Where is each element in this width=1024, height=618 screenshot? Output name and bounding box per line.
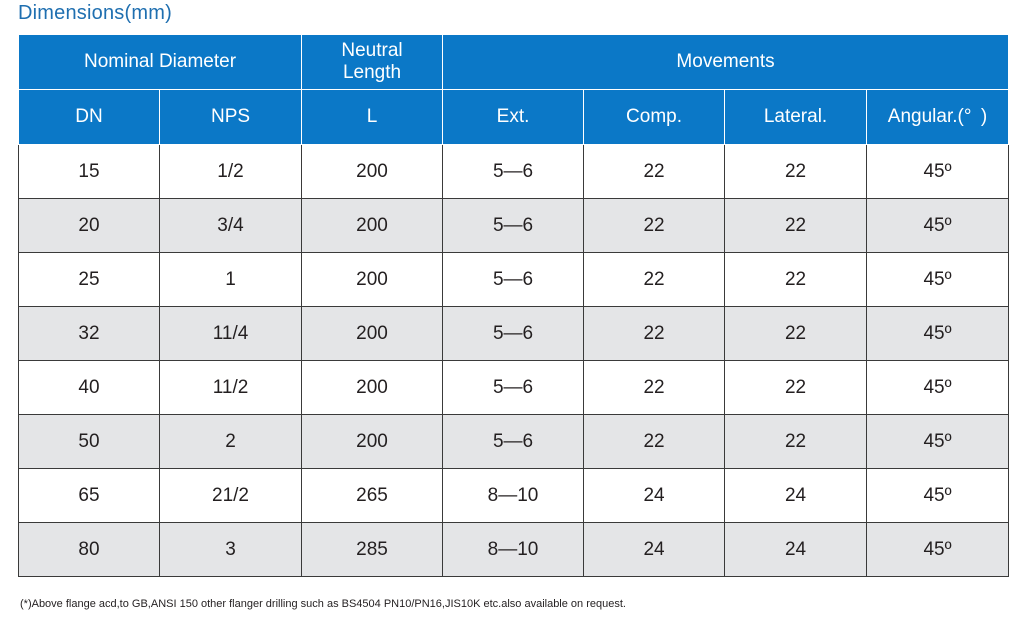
header-l: L — [301, 89, 444, 145]
cell-nps: 21/2 — [158, 468, 303, 523]
cell-angular: 45º — [866, 522, 1010, 577]
cell-dn: 80 — [18, 522, 160, 577]
cell-dn: 65 — [18, 468, 160, 523]
table-row: 65 21/2 265 8—10 24 24 45º — [18, 468, 1010, 523]
cell-l: 200 — [301, 414, 444, 469]
header-nominal-diameter: Nominal Diameter — [17, 34, 303, 90]
cell-comp: 24 — [583, 522, 726, 577]
cell-l: 200 — [301, 198, 444, 253]
table-row: 80 3 285 8—10 24 24 45º — [18, 522, 1010, 577]
table-row: 50 2 200 5—6 22 22 45º — [18, 414, 1010, 469]
cell-nps: 11/2 — [158, 360, 303, 415]
cell-ext: 5—6 — [442, 360, 585, 415]
cell-ext: 8—10 — [442, 468, 585, 523]
cell-ext: 5—6 — [442, 414, 585, 469]
table-row: 15 1/2 200 5—6 22 22 45º — [18, 144, 1010, 199]
cell-angular: 45º — [866, 198, 1010, 253]
cell-comp: 22 — [583, 360, 726, 415]
cell-comp: 22 — [583, 252, 726, 307]
dimensions-table: Nominal Diameter Neutral Length Movement… — [17, 34, 1010, 577]
cell-lateral: 22 — [724, 144, 868, 199]
table-row: 25 1 200 5—6 22 22 45º — [18, 252, 1010, 307]
cell-ext: 5—6 — [442, 198, 585, 253]
header-neutral-length-line2: Length — [342, 62, 402, 83]
cell-angular: 45º — [866, 144, 1010, 199]
header-row-bottom: DN NPS L Ext. Comp. Lateral. Angular.(° … — [18, 89, 1010, 145]
cell-dn: 25 — [18, 252, 160, 307]
cell-angular: 45º — [866, 252, 1010, 307]
cell-l: 200 — [301, 360, 444, 415]
cell-lateral: 24 — [724, 522, 868, 577]
header-comp: Comp. — [583, 89, 726, 145]
header-nps: NPS — [158, 89, 303, 145]
cell-comp: 22 — [583, 198, 726, 253]
cell-angular: 45º — [866, 360, 1010, 415]
header-neutral-length: Neutral Length — [301, 34, 444, 90]
cell-l: 200 — [301, 306, 444, 361]
cell-l: 285 — [301, 522, 444, 577]
cell-lateral: 22 — [724, 414, 868, 469]
cell-comp: 24 — [583, 468, 726, 523]
cell-nps: 2 — [158, 414, 303, 469]
footnote: (*)Above flange acd,to GB,ANSI 150 other… — [20, 598, 626, 610]
cell-ext: 8—10 — [442, 522, 585, 577]
cell-comp: 22 — [583, 144, 726, 199]
cell-angular: 45º — [866, 468, 1010, 523]
cell-comp: 22 — [583, 306, 726, 361]
table-row: 32 11/4 200 5—6 22 22 45º — [18, 306, 1010, 361]
table-row: 20 3/4 200 5—6 22 22 45º — [18, 198, 1010, 253]
cell-dn: 40 — [18, 360, 160, 415]
header-row-top: Nominal Diameter Neutral Length Movement… — [17, 34, 1010, 90]
cell-ext: 5—6 — [442, 306, 585, 361]
cell-angular: 45º — [866, 306, 1010, 361]
cell-dn: 32 — [18, 306, 160, 361]
header-angular: Angular.(° ) — [866, 89, 1010, 145]
cell-lateral: 24 — [724, 468, 868, 523]
cell-nps: 3 — [158, 522, 303, 577]
cell-lateral: 22 — [724, 360, 868, 415]
table-row: 40 11/2 200 5—6 22 22 45º — [18, 360, 1010, 415]
cell-nps: 1 — [158, 252, 303, 307]
cell-l: 200 — [301, 144, 444, 199]
cell-nps: 11/4 — [158, 306, 303, 361]
cell-angular: 45º — [866, 414, 1010, 469]
header-movements: Movements — [442, 34, 1010, 90]
header-neutral-length-line1: Neutral — [341, 40, 403, 61]
cell-ext: 5—6 — [442, 252, 585, 307]
header-ext: Ext. — [442, 89, 585, 145]
page-title: Dimensions(mm) — [18, 2, 172, 24]
cell-ext: 5—6 — [442, 144, 585, 199]
header-lateral: Lateral. — [724, 89, 868, 145]
cell-nps: 1/2 — [158, 144, 303, 199]
cell-dn: 15 — [18, 144, 160, 199]
cell-lateral: 22 — [724, 198, 868, 253]
table-body: 15 1/2 200 5—6 22 22 45º 20 3/4 200 5—6 … — [18, 144, 1010, 577]
cell-lateral: 22 — [724, 306, 868, 361]
cell-dn: 20 — [18, 198, 160, 253]
cell-dn: 50 — [18, 414, 160, 469]
cell-comp: 22 — [583, 414, 726, 469]
cell-l: 200 — [301, 252, 444, 307]
cell-lateral: 22 — [724, 252, 868, 307]
cell-nps: 3/4 — [158, 198, 303, 253]
cell-l: 265 — [301, 468, 444, 523]
header-dn: DN — [18, 89, 160, 145]
